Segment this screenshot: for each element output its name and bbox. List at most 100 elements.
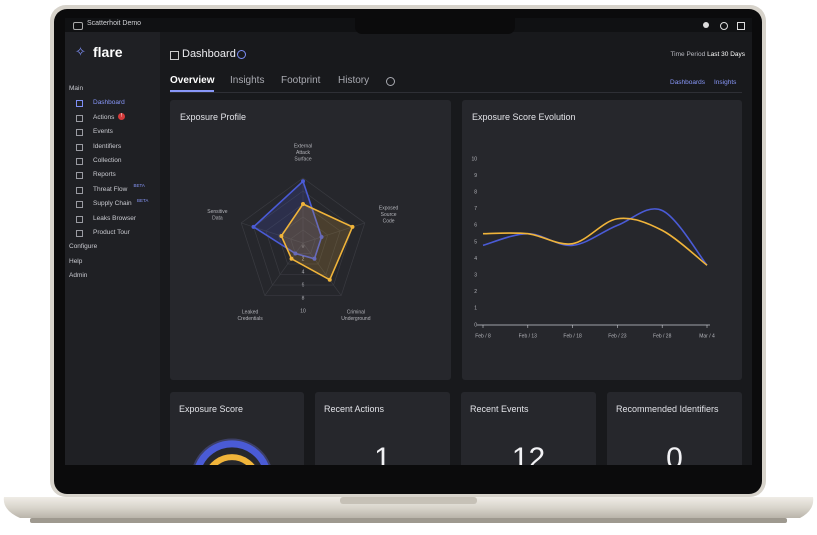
radar-axis-label: External Attack Surface xyxy=(294,144,312,163)
radar-tick-label: 8 xyxy=(302,295,305,301)
radar-tick-label: 10 xyxy=(300,308,306,314)
card-title: Recommended Identifiers xyxy=(616,404,719,414)
radar-point xyxy=(251,224,256,229)
radar-point xyxy=(327,277,332,282)
sidebar-item[interactable]: Actions xyxy=(93,113,115,121)
badge: ! xyxy=(118,113,125,121)
tab[interactable]: Insights xyxy=(230,75,265,86)
y-tick-label: 3 xyxy=(474,273,477,279)
sidebar-item[interactable]: Product Tour xyxy=(93,228,130,236)
radar-spoke xyxy=(264,242,304,296)
workspace-name[interactable]: Scatterhoit Demo xyxy=(87,20,142,27)
card xyxy=(315,392,450,465)
x-tick-label: Feb / 8 xyxy=(475,333,491,339)
radar-point xyxy=(289,256,294,261)
card xyxy=(607,392,742,465)
notch-groove xyxy=(340,497,477,504)
card xyxy=(461,392,596,465)
sidebar-group[interactable]: Help xyxy=(69,257,83,265)
x-tick-label: Feb / 13 xyxy=(519,333,538,339)
brand-mark: ✧ xyxy=(75,44,86,59)
radar-point xyxy=(312,256,317,261)
camera-notch xyxy=(355,18,515,34)
card xyxy=(170,392,304,465)
sidebar-group[interactable]: Configure xyxy=(69,243,98,251)
radar-axis-label: Exposed Source Code xyxy=(379,206,399,225)
radar-axis-label: Criminal Underground xyxy=(341,310,370,323)
card-value: 0 xyxy=(666,442,683,465)
y-tick-label: 5 xyxy=(474,239,477,245)
period-value[interactable]: Last 30 Days xyxy=(707,51,745,58)
donut-arc xyxy=(195,440,269,465)
radar-ring xyxy=(240,177,366,296)
radar-axis-label: Leaked Credentials xyxy=(237,310,263,323)
radar-ring xyxy=(265,203,341,275)
sidebar-icon xyxy=(76,114,83,122)
sidebar-group[interactable]: Main xyxy=(69,85,84,92)
sidebar-item[interactable]: Leaks Browser xyxy=(93,214,136,222)
page-title: Dashboard xyxy=(182,48,236,60)
radar-spoke xyxy=(302,222,365,244)
sidebar-group[interactable]: Admin xyxy=(69,271,88,279)
panel-line xyxy=(462,100,742,380)
radar-tick-label: 2 xyxy=(302,256,305,262)
base-shadow xyxy=(30,518,787,523)
theme-icon xyxy=(720,22,728,30)
donut-arc-inner xyxy=(209,454,255,465)
tab[interactable]: History xyxy=(338,75,370,86)
card-value: 12 xyxy=(511,442,546,465)
link[interactable]: Dashboards xyxy=(670,79,706,86)
sidebar-item[interactable]: Reports xyxy=(93,171,116,179)
y-tick-label: 6 xyxy=(474,223,477,229)
sidebar-icon xyxy=(76,143,83,151)
radar-point xyxy=(350,224,355,229)
header-icon xyxy=(170,51,179,60)
screen: Scatterhoit Demo ✧ flare Main Dashboard Actio… xyxy=(65,18,752,465)
radar-point xyxy=(293,251,298,256)
panel-radar xyxy=(170,100,451,380)
sidebar-icon xyxy=(76,186,83,194)
sidebar-item[interactable]: Events xyxy=(93,128,113,136)
radar-tick-label: 4 xyxy=(302,269,305,275)
panel-title: Exposure Profile xyxy=(180,112,247,122)
radar-point xyxy=(301,179,305,184)
card-title: Exposure Score xyxy=(179,404,244,414)
radar-spoke xyxy=(241,222,304,244)
sidebar-item[interactable]: Dashboard xyxy=(93,99,125,107)
sidebar-icon xyxy=(76,157,83,165)
radar-area xyxy=(280,202,354,281)
y-tick-label: 0 xyxy=(474,322,477,328)
sidebar-item[interactable]: Threat Flow xyxy=(93,185,128,193)
y-tick-label: 10 xyxy=(471,156,477,162)
sidebar-item[interactable]: Collection xyxy=(93,156,122,164)
x-tick-label: Mar / 4 xyxy=(699,333,715,339)
radar-area xyxy=(252,179,323,260)
y-tick-label: 8 xyxy=(474,190,477,196)
workspace-icon xyxy=(73,22,83,30)
tab-info xyxy=(386,77,395,86)
card-title: Recent Actions xyxy=(324,404,385,414)
tab-underline xyxy=(170,90,214,92)
y-tick-label: 9 xyxy=(474,173,477,179)
x-tick-label: Feb / 23 xyxy=(608,333,627,339)
radar-ring xyxy=(277,216,329,265)
tab[interactable]: Footprint xyxy=(281,75,321,86)
sidebar-icon xyxy=(76,172,83,180)
status-icon xyxy=(703,22,709,28)
tab[interactable]: Overview xyxy=(170,75,215,86)
sidebar-icon xyxy=(76,215,83,223)
period-label: Time Period xyxy=(670,51,706,58)
sidebar-item[interactable]: Supply Chain xyxy=(93,200,132,208)
card-title: Recent Events xyxy=(470,404,529,414)
y-tick-label: 2 xyxy=(474,289,477,295)
beta-tag: BETA xyxy=(137,197,149,203)
y-tick-label: 7 xyxy=(474,206,477,212)
sidebar-item[interactable]: Identifiers xyxy=(93,142,122,150)
tabs-divider xyxy=(170,92,742,93)
x-tick-label: Feb / 28 xyxy=(653,333,672,339)
link[interactable]: Insights xyxy=(714,79,737,86)
card-value: 1 xyxy=(374,442,391,465)
beta-tag: BETA xyxy=(133,183,145,189)
